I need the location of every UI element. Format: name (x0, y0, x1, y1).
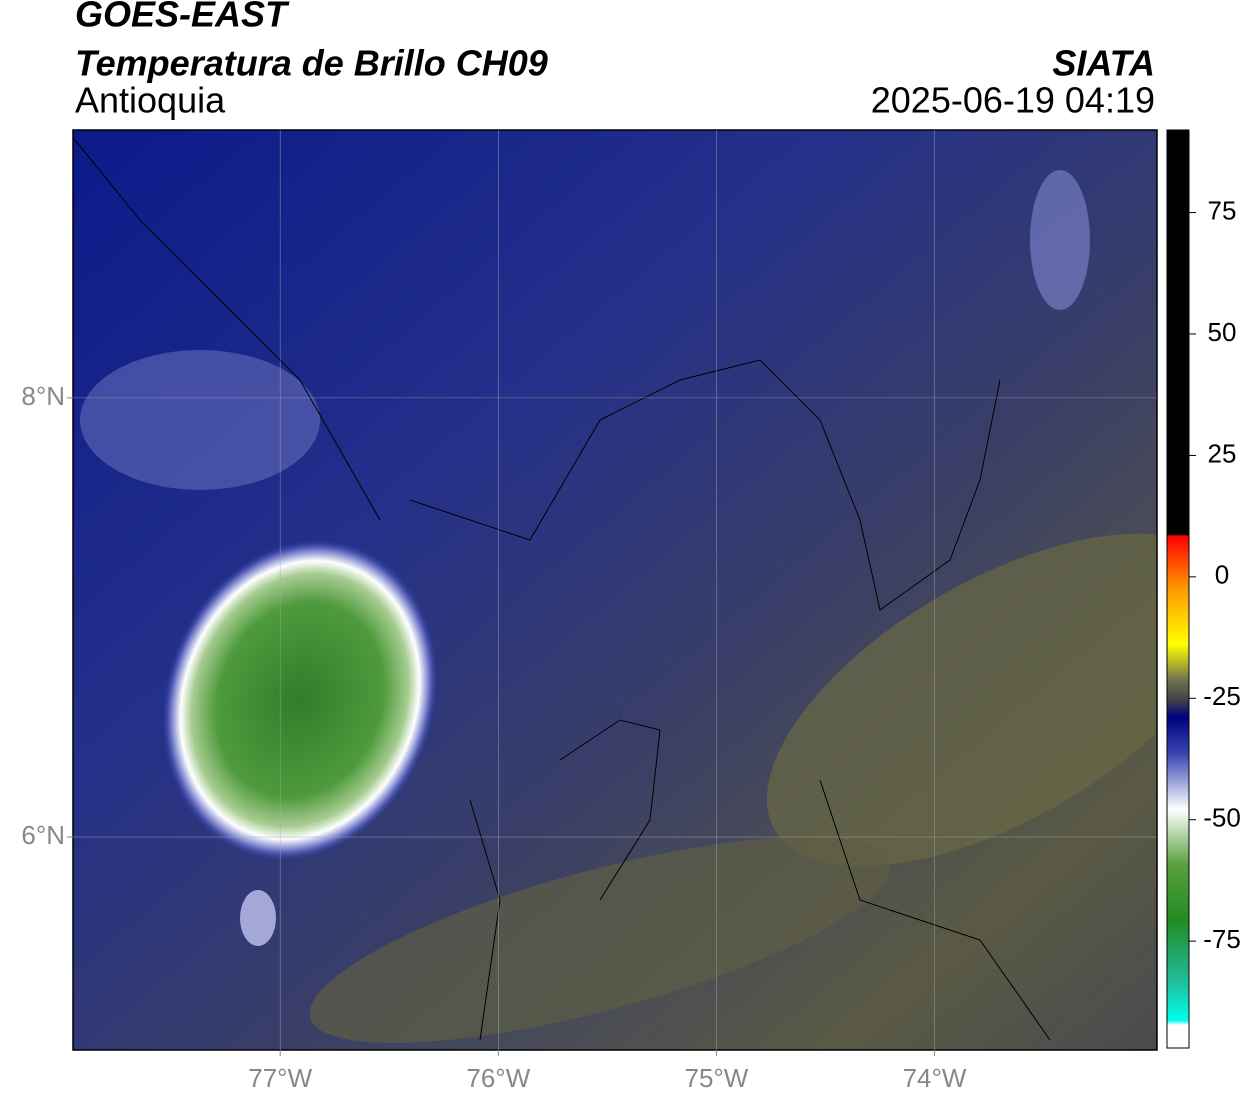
satellite-title: GOES-EAST (75, 0, 290, 35)
y-tick-label: 8°N (21, 381, 65, 411)
product-title: Temperatura de Brillo CH09 (75, 43, 548, 84)
organization: SIATA (1052, 43, 1155, 84)
y-tick-label: 6°N (21, 820, 65, 850)
storm-cell (161, 538, 439, 862)
colorbar-tick-label: 75 (1208, 195, 1237, 225)
map-image (73, 130, 1157, 1050)
colorbar-tick-label: -50 (1203, 803, 1241, 833)
cloud (1030, 170, 1090, 310)
datetime: 2025-06-19 04:19 (871, 80, 1155, 121)
x-tick-label: 76°W (466, 1063, 530, 1093)
colorbar-tick-label: 0 (1215, 560, 1229, 590)
warm-area (309, 837, 891, 1043)
cloud (240, 890, 276, 946)
x-tick-label: 77°W (248, 1063, 312, 1093)
colorbar-tick-label: -75 (1203, 924, 1241, 954)
colorbar (1166, 129, 1190, 1049)
region: Antioquia (75, 80, 226, 121)
x-tick-label: 74°W (903, 1063, 967, 1093)
colorbar-tick-label: 50 (1208, 317, 1237, 347)
map-frame (72, 129, 1158, 1051)
warm-area (766, 533, 1157, 867)
borders (74, 139, 1051, 1041)
colorbar-tick-label: 25 (1208, 438, 1237, 468)
x-tick-label: 75°W (684, 1063, 748, 1093)
cloud (80, 350, 320, 490)
colorbar-tick-label: -25 (1203, 681, 1241, 711)
